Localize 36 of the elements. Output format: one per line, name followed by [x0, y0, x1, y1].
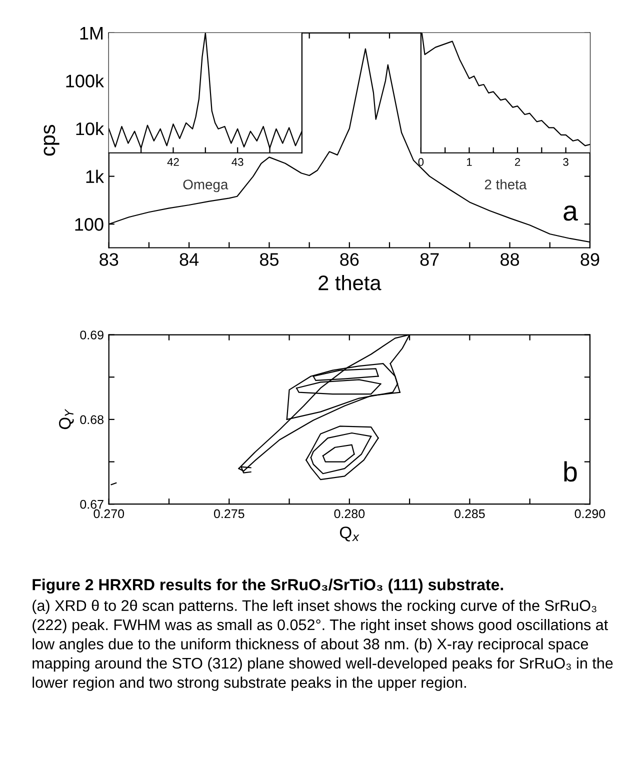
annotation: a [564, 206, 578, 221]
x-tick-label: 0.275 [214, 509, 244, 518]
y-tick-label: 100k [66, 74, 104, 88]
x-tick-label: 89 [580, 253, 600, 266]
x-axis-title: 2 theta [318, 274, 382, 290]
x-axis-title: Q$_{x}$ [340, 526, 360, 542]
x-axis-title: 2 theta [484, 179, 527, 190]
caption: Figure 2 HRXRD results for the SrRuO₃/SrTiO₃ (111) substrate. [32, 578, 504, 594]
x-tick-label: 86 [340, 253, 359, 266]
x-tick-label: 0.280 [334, 509, 365, 518]
x-tick-label: 3 [563, 158, 568, 166]
y-tick-label: 100 [75, 218, 104, 231]
annotation: b [564, 461, 577, 482]
y-tick-label: 1M [80, 27, 103, 40]
y-tick-label: 0.69 [80, 330, 104, 340]
x-tick-label: 0.270 [94, 509, 124, 518]
y-tick-label: 0.67 [80, 500, 104, 509]
x-tick-label: 88 [500, 253, 520, 266]
x-tick-label: 83 [100, 253, 118, 266]
x-tick-label: 0 [418, 158, 424, 166]
x-tick-label: 85 [260, 253, 279, 266]
x-tick-label: 43 [232, 158, 244, 166]
x-tick-label: 2 [514, 158, 520, 166]
x-tick-label: 84 [180, 253, 199, 266]
y-axis-title: Q$_{Y}$ [59, 408, 74, 430]
x-tick-label: 42 [167, 158, 179, 166]
x-tick-label: 1 [466, 158, 472, 166]
x-tick-label: 0.285 [454, 509, 485, 518]
y-axis-title: cps [44, 124, 60, 156]
x-tick-label: 87 [420, 253, 439, 266]
y-tick-label: 1k [86, 170, 104, 183]
x-tick-label: 0.290 [574, 509, 606, 518]
y-tick-label: 10k [76, 122, 104, 136]
x-axis-title: Omega [183, 180, 228, 192]
y-tick-label: 0.68 [80, 415, 104, 424]
text: (a) XRD θ to 2θ scan patterns. The left inset shows the rocking curve of the SrRuO₃ (222) peak. FWHM was as small as 0.052°. The right inset shows good oscillations at low angles due to the uniform thickness of about 38 nm. (b) X-ray reciprocal space mapping around the STO (312) plane showed well-developed peaks for SrRuO₃ in the lower region and two strong substrate peaks in the upper region. [32, 600, 613, 691]
